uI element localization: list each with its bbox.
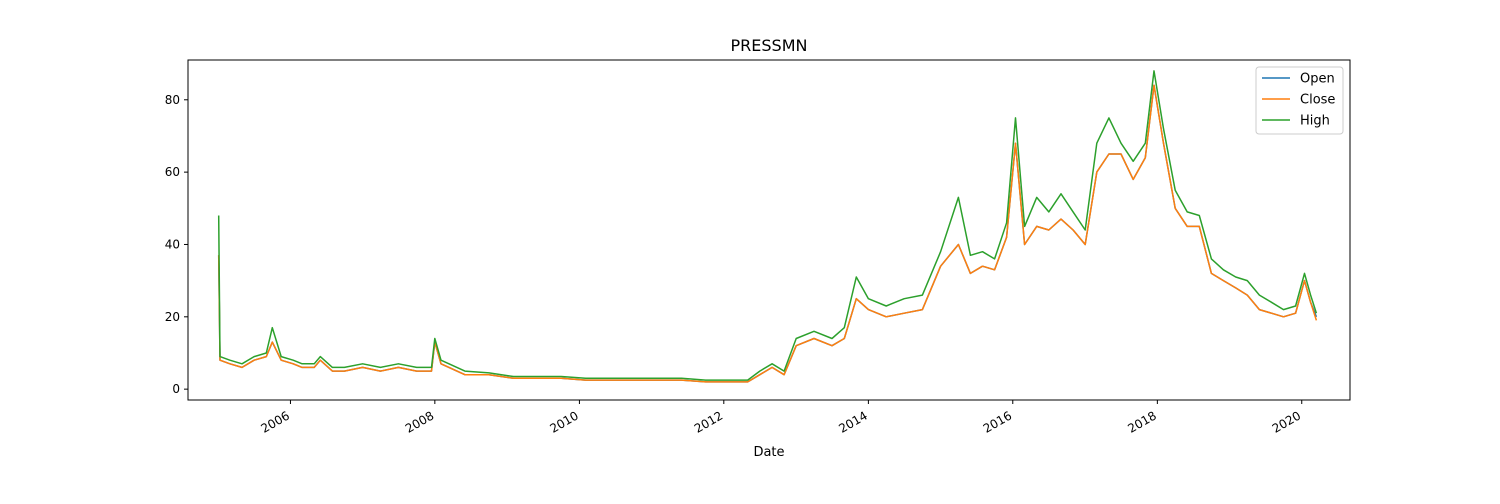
x-tick-label: 2020: [1270, 408, 1303, 435]
y-tick-label: 60: [165, 165, 180, 179]
legend-label-close: Close: [1300, 93, 1335, 108]
series-line-close: [217, 84, 1318, 383]
y-tick-label: 40: [165, 237, 180, 251]
x-tick-label: 2010: [547, 408, 580, 435]
legend-box: [1255, 66, 1344, 135]
x-tick-label: 2006: [258, 408, 291, 435]
y-tick-label: 80: [165, 93, 180, 107]
x-tick-label: 2016: [981, 408, 1014, 435]
y-axis: 0 20 40 60 80: [165, 93, 188, 396]
legend-label-high: High: [1300, 114, 1330, 129]
y-tick-label: 20: [165, 310, 180, 324]
legend: Open Close High: [1255, 66, 1344, 135]
plot-lines: [217, 70, 1318, 383]
legend-label-open: Open: [1300, 72, 1335, 87]
x-tick-label: 2012: [692, 408, 725, 435]
series-line-high: [217, 70, 1318, 381]
x-tick-label: 2018: [1125, 408, 1158, 435]
axes-frame: [187, 59, 1351, 401]
x-tick-label: 2008: [403, 408, 436, 435]
chart-title: PRESSMN: [731, 36, 808, 55]
x-tick-label: 2014: [836, 408, 869, 435]
y-tick-label: 0: [172, 382, 180, 396]
x-axis-label: Date: [753, 445, 784, 460]
x-axis: 2006 2008 2010 2012 2014 2016 2018 2020: [258, 400, 1303, 436]
series-line-open: [217, 84, 1318, 383]
